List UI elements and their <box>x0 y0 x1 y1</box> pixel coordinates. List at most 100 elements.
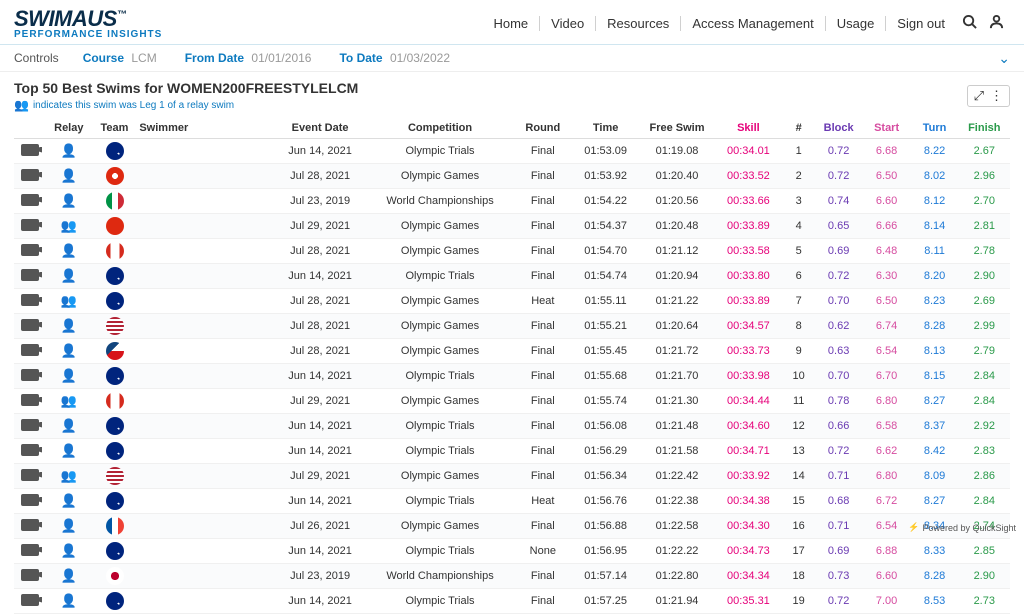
cell-finish: 2.69 <box>959 289 1010 314</box>
table-row[interactable]: 👤Jun 14, 2021Olympic TrialsFinal01:54.74… <box>14 264 1010 289</box>
table-row[interactable]: 👤Jul 28, 2021Olympic GamesFinal01:55.210… <box>14 314 1010 339</box>
th-camera[interactable] <box>14 118 46 139</box>
table-row[interactable]: 👥Jul 29, 2021Olympic GamesFinal01:54.370… <box>14 214 1010 239</box>
nav-usage[interactable]: Usage <box>826 16 887 31</box>
table-row[interactable]: 👥Jul 29, 2021Olympic GamesFinal01:56.340… <box>14 464 1010 489</box>
th-start[interactable]: Start <box>863 118 911 139</box>
nav-resources[interactable]: Resources <box>596 16 681 31</box>
table-row[interactable]: 👤Jul 28, 2021Olympic GamesFinal01:53.920… <box>14 164 1010 189</box>
camera-icon[interactable] <box>21 419 39 431</box>
cell-swimmer <box>137 539 274 564</box>
cell-time: 01:53.09 <box>571 139 640 164</box>
nav-home[interactable]: Home <box>482 16 540 31</box>
relay-icon: 👤 <box>61 543 77 558</box>
th-block[interactable]: Block <box>815 118 863 139</box>
chevron-down-icon[interactable]: ⌄ <box>998 50 1010 67</box>
camera-icon[interactable] <box>21 294 39 306</box>
nav-signout[interactable]: Sign out <box>886 16 956 31</box>
cell-start: 6.58 <box>863 414 911 439</box>
camera-icon[interactable] <box>21 269 39 281</box>
logo[interactable]: SWIMAUS™ PERFORMANCE INSIGHTS <box>14 6 162 40</box>
cell-finish: 2.84 <box>959 389 1010 414</box>
cell-time: 01:55.45 <box>571 339 640 364</box>
cell-round: Final <box>514 464 571 489</box>
cell-swimmer <box>137 139 274 164</box>
flag-icon <box>106 542 124 560</box>
cell-time: 01:56.34 <box>571 464 640 489</box>
camera-icon[interactable] <box>21 219 39 231</box>
table-row[interactable]: 👤Jun 14, 2021Olympic TrialsFinal01:53.09… <box>14 139 1010 164</box>
table-row[interactable]: 👤Jul 23, 2019World ChampionshipsFinal01:… <box>14 564 1010 589</box>
camera-icon[interactable] <box>21 394 39 406</box>
th-swimmer[interactable]: Swimmer <box>137 118 274 139</box>
cell-skill: 00:34.57 <box>714 314 783 339</box>
cell-rank: 17 <box>783 539 815 564</box>
from-date-field[interactable]: From Date 01/01/2016 <box>185 51 312 65</box>
th-relay[interactable]: Relay <box>46 118 92 139</box>
th-rank[interactable]: # <box>783 118 815 139</box>
th-round[interactable]: Round <box>514 118 571 139</box>
camera-icon[interactable] <box>21 594 39 606</box>
cell-round: Final <box>514 414 571 439</box>
camera-icon[interactable] <box>21 319 39 331</box>
flag-icon <box>106 517 124 535</box>
cell-skill: 00:33.58 <box>714 239 783 264</box>
relay-icon: 👤 <box>61 518 77 533</box>
camera-icon[interactable] <box>21 444 39 456</box>
camera-icon[interactable] <box>21 569 39 581</box>
table-row[interactable]: 👤Jul 28, 2021Olympic GamesFinal01:55.450… <box>14 339 1010 364</box>
cell-date: Jun 14, 2021 <box>274 589 365 614</box>
to-date-field[interactable]: To Date 01/03/2022 <box>339 51 450 65</box>
cell-date: Jul 23, 2019 <box>274 189 365 214</box>
cell-round: Final <box>514 339 571 364</box>
user-icon[interactable] <box>983 14 1010 33</box>
th-competition[interactable]: Competition <box>366 118 514 139</box>
cell-time: 01:54.37 <box>571 214 640 239</box>
cell-round: Final <box>514 564 571 589</box>
expand-icon[interactable]: ⤢ <box>974 88 984 104</box>
table-row[interactable]: 👤Jun 14, 2021Olympic TrialsFinal01:57.25… <box>14 589 1010 614</box>
flag-icon <box>106 417 124 435</box>
table-row[interactable]: 👤Jul 23, 2019World ChampionshipsFinal01:… <box>14 189 1010 214</box>
table-row[interactable]: 👤Jun 14, 2021Olympic TrialsHeat01:56.760… <box>14 489 1010 514</box>
th-team[interactable]: Team <box>92 118 138 139</box>
table-row[interactable]: 👤Jun 14, 2021Olympic TrialsFinal01:56.29… <box>14 439 1010 464</box>
camera-icon[interactable] <box>21 519 39 531</box>
cell-start: 6.30 <box>863 264 911 289</box>
camera-icon[interactable] <box>21 144 39 156</box>
more-icon[interactable]: ⋮ <box>990 88 1003 104</box>
camera-icon[interactable] <box>21 194 39 206</box>
relay-icon: 👥 <box>61 218 77 233</box>
camera-icon[interactable] <box>21 344 39 356</box>
th-skill[interactable]: Skill <box>714 118 783 139</box>
camera-icon[interactable] <box>21 369 39 381</box>
camera-icon[interactable] <box>21 169 39 181</box>
th-date[interactable]: Event Date <box>274 118 365 139</box>
camera-icon[interactable] <box>21 544 39 556</box>
cell-block: 0.72 <box>815 264 863 289</box>
th-time[interactable]: Time <box>571 118 640 139</box>
th-turn[interactable]: Turn <box>911 118 959 139</box>
nav-access[interactable]: Access Management <box>681 16 825 31</box>
camera-icon[interactable] <box>21 494 39 506</box>
cell-turn: 8.22 <box>911 139 959 164</box>
table-row[interactable]: 👤Jun 14, 2021Olympic TrialsFinal01:56.08… <box>14 414 1010 439</box>
table-row[interactable]: 👥Jul 28, 2021Olympic GamesHeat01:55.1101… <box>14 289 1010 314</box>
th-free[interactable]: Free Swim <box>640 118 714 139</box>
course-field[interactable]: Course LCM <box>83 51 157 65</box>
nav-video[interactable]: Video <box>540 16 596 31</box>
table-row[interactable]: 👤Jun 14, 2021Olympic TrialsFinal01:55.68… <box>14 364 1010 389</box>
table-row[interactable]: 👤Jul 28, 2021Olympic GamesFinal01:54.700… <box>14 239 1010 264</box>
camera-icon[interactable] <box>21 244 39 256</box>
relay-icon: 👤 <box>61 168 77 183</box>
cell-time: 01:55.74 <box>571 389 640 414</box>
table-row[interactable]: 👥Jul 29, 2021Olympic GamesFinal01:55.740… <box>14 389 1010 414</box>
cell-round: Final <box>514 139 571 164</box>
table-row[interactable]: 👤Jun 14, 2021Olympic TrialsNone01:56.950… <box>14 539 1010 564</box>
cell-skill: 00:34.01 <box>714 139 783 164</box>
widget-controls[interactable]: ⤢ ⋮ <box>967 85 1010 107</box>
camera-icon[interactable] <box>21 469 39 481</box>
th-finish[interactable]: Finish <box>959 118 1010 139</box>
search-icon[interactable] <box>956 14 983 33</box>
flag-icon <box>106 392 124 410</box>
